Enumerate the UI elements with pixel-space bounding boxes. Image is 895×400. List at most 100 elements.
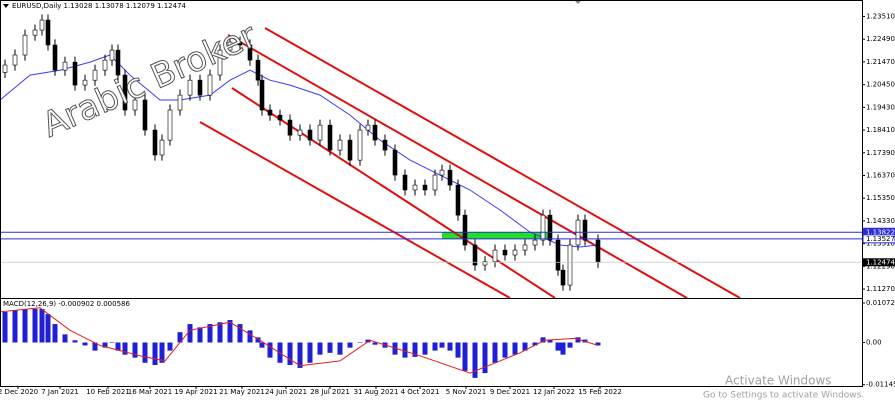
- x-tick-label: 7 Jan 2021: [41, 388, 79, 396]
- y-tick-label: 1.17390: [866, 149, 895, 157]
- x-tick-label: 2 Dec 2020: [0, 388, 38, 396]
- y-tick-label: 1.12290: [866, 262, 895, 270]
- candle-body: [347, 139, 353, 161]
- candle-body: [247, 44, 253, 61]
- macd-bar: [317, 342, 323, 355]
- candle-body: [492, 249, 498, 262]
- candle-body: [472, 244, 478, 266]
- macd-bar: [39, 308, 45, 343]
- candle-body: [197, 79, 203, 96]
- candle-body: [555, 239, 561, 271]
- menu-arrow[interactable]: [3, 4, 9, 8]
- macd-bar: [532, 342, 538, 346]
- y-tick-label: 1.16370: [866, 172, 895, 180]
- candle-body: [392, 149, 398, 176]
- macd-bar: [567, 342, 573, 348]
- candle-body: [432, 174, 438, 191]
- macd-bar: [472, 342, 478, 378]
- macd-bar: [372, 342, 378, 345]
- y-tick-label: 1.18410: [866, 126, 895, 134]
- macd-bar: [412, 342, 418, 357]
- x-tick-label: 21 May 2021: [219, 388, 265, 396]
- y-tick-label: 1.14330: [866, 217, 895, 225]
- symbol-header: EURUSD,Daily 1.13028 1.13078 1.12079 1.1…: [12, 2, 187, 10]
- macd-bar: [447, 342, 453, 351]
- candle-body: [567, 244, 573, 286]
- level-label: 1.13527: [866, 235, 895, 243]
- x-tick-label: 4 Oct 2021: [401, 388, 440, 396]
- candle-body: [92, 69, 98, 81]
- candle-body: [267, 109, 273, 116]
- macd-bar: [365, 339, 371, 343]
- moving-average: [0, 54, 599, 248]
- macd-bar: [402, 342, 408, 358]
- macd-bar: [595, 342, 601, 346]
- shift-marker: [575, 1, 581, 4]
- y-tick-label: 1.19430: [866, 103, 895, 111]
- macd-bar: [187, 324, 193, 343]
- y-tick-label: 1.21470: [866, 58, 895, 66]
- macd-bar: [492, 342, 498, 363]
- candle-body: [462, 214, 468, 246]
- candle-body: [297, 129, 303, 136]
- candle-body: [365, 124, 371, 131]
- activation-title: Activate Windows: [725, 374, 832, 388]
- candle-body: [142, 99, 148, 131]
- candle-body: [102, 59, 108, 71]
- x-tick-label: 12 Jan 2022: [533, 388, 575, 396]
- candle-body: [187, 79, 193, 96]
- macd-bar: [45, 314, 51, 343]
- macd-bar: [2, 311, 8, 343]
- macd-bar: [12, 310, 18, 343]
- candle-body: [22, 34, 28, 56]
- candle-body: [82, 79, 88, 86]
- macd-panel: [0, 307, 601, 378]
- macd-bar: [327, 342, 333, 353]
- macd-bar: [227, 320, 233, 343]
- candle-body: [357, 129, 363, 161]
- y-tick-label: 1.15350: [866, 194, 895, 202]
- macd-bar: [207, 324, 213, 343]
- x-tick-label: 9 Dec 2021: [490, 388, 530, 396]
- candle-body: [439, 169, 445, 176]
- macd-bar: [82, 342, 88, 346]
- macd-bar: [255, 337, 261, 343]
- macd-bar: [32, 308, 38, 343]
- candle-body: [39, 19, 45, 31]
- macd-bar: [297, 342, 303, 368]
- candle-body: [582, 219, 588, 241]
- y-tick-label: 1.20450: [866, 81, 895, 89]
- signal-line: [0, 307, 599, 374]
- x-tick-label: 19 Apr 2021: [174, 388, 217, 396]
- macd-bar: [502, 342, 508, 358]
- candle-body: [52, 44, 58, 71]
- macd-bar: [287, 342, 293, 365]
- candle-body: [287, 119, 293, 136]
- candle-body: [217, 49, 223, 76]
- macd-bar: [259, 342, 265, 348]
- candle-body: [532, 239, 538, 246]
- channel-line: [231, 87, 556, 298]
- candle-body: [447, 169, 453, 186]
- macd-bar: [102, 342, 108, 348]
- activation-subtitle: Go to Settings to activate Windows.: [703, 391, 864, 400]
- last-price-tag: [863, 258, 895, 267]
- y-tick-label: 1.11270: [866, 285, 895, 293]
- macd-header: MACD(12,26,9) -0.000902 0.000586: [3, 300, 130, 308]
- candle-body: [207, 74, 213, 96]
- macd-bar: [167, 342, 173, 351]
- candle-body: [422, 184, 428, 191]
- macd-bar: [115, 342, 121, 351]
- candle-body: [482, 261, 488, 266]
- macd-bar: [307, 342, 313, 363]
- candle-body: [115, 49, 121, 76]
- x-tick-label: 15 Feb 2022: [578, 388, 622, 396]
- macd-bar: [142, 342, 148, 363]
- macd-bar: [347, 342, 353, 348]
- price-panel: [0, 14, 862, 298]
- candle-body: [547, 214, 553, 241]
- macd-bar: [247, 330, 253, 343]
- macd-bar: [560, 342, 566, 355]
